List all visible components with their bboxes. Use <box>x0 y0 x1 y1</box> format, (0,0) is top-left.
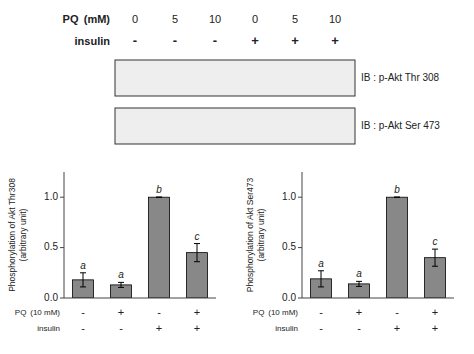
figure: PQ (mM) 0 5 10 0 5 10 insulin - - - + + + IB : p-Akt T… <box>0 0 474 354</box>
y-tick-label: 1.0 <box>44 191 58 202</box>
y-tick-label: 0.5 <box>282 241 296 252</box>
lane-label: 0 <box>252 13 258 25</box>
lane-label: - <box>133 33 137 48</box>
error-bar <box>356 281 362 286</box>
bars <box>311 197 446 298</box>
bar <box>149 197 170 298</box>
y-axis-label: Phosphorylation of Akt Thr308 <box>7 178 17 292</box>
lane-label: 5 <box>292 13 298 25</box>
category-label: - <box>81 306 85 318</box>
error-bar <box>432 249 438 266</box>
lane-label: 0 <box>132 13 138 25</box>
lane-label: - <box>173 33 177 48</box>
significance-letter: b <box>156 184 162 195</box>
x-axis <box>64 298 216 299</box>
category-label: + <box>194 306 200 318</box>
y-axis-label: Phosphorylation of Akt Ser473 <box>245 178 255 293</box>
x-row-label: PQ (10 mM) <box>15 308 60 317</box>
significance-letter: a <box>80 260 86 271</box>
bar-chart: 0.0 0.5 1.0 Phosphorylation of Akt Thr308(a… <box>7 172 216 334</box>
lane-label: + <box>291 33 299 48</box>
bar <box>349 284 370 298</box>
error-bar <box>394 197 400 198</box>
significance-letter: a <box>118 269 124 280</box>
category-label: + <box>194 322 200 334</box>
x-axis <box>302 298 454 299</box>
error-bar <box>194 244 200 262</box>
y-tick <box>298 298 302 299</box>
lane-label: - <box>213 33 217 48</box>
significance-letter: a <box>356 268 362 279</box>
category-label: + <box>432 306 438 318</box>
significance-letter: a <box>318 258 324 269</box>
y-tick <box>60 197 64 198</box>
category-label: - <box>81 322 85 334</box>
bar <box>387 197 408 298</box>
y-tick-label: 0.5 <box>44 241 58 252</box>
blot-label: IB : p-Akt Ser 473 <box>361 120 440 131</box>
category-label: - <box>357 322 361 334</box>
y-tick-label: 0.0 <box>44 292 58 303</box>
x-row-label: PQ (10 mM) <box>253 308 298 317</box>
y-axis <box>64 172 65 298</box>
category-label: - <box>119 322 123 334</box>
row-label: insulin <box>75 35 111 47</box>
category-label: + <box>156 322 162 334</box>
y-axis-label: (arbitrary unit) <box>256 208 266 261</box>
category-label: + <box>394 322 400 334</box>
category-label: + <box>356 306 362 318</box>
error-bar <box>118 282 124 287</box>
category-label: - <box>395 306 399 318</box>
x-row-label: insulin <box>37 324 60 333</box>
blot-box <box>115 108 355 144</box>
category-label: + <box>118 306 124 318</box>
background <box>0 0 474 354</box>
significance-letter: b <box>394 184 400 195</box>
lane-label: 10 <box>209 13 221 25</box>
row-label: PQ (mM) <box>63 13 111 25</box>
lane-label: + <box>331 33 339 48</box>
bar-chart: 0.0 0.5 1.0 Phosphorylation of Akt Ser473(a… <box>245 172 454 334</box>
y-tick <box>60 298 64 299</box>
y-axis <box>302 172 303 298</box>
error-bar <box>156 197 162 198</box>
category-label: + <box>432 322 438 334</box>
category-label: - <box>319 322 323 334</box>
category-label: - <box>157 306 161 318</box>
error-bar <box>80 273 86 287</box>
y-tick-label: 1.0 <box>282 191 296 202</box>
y-axis-label: (arbitrary unit) <box>18 208 28 261</box>
lane-label: 5 <box>172 13 178 25</box>
y-tick <box>298 197 302 198</box>
blot-panel: PQ (mM) 0 5 10 0 5 10 insulin - - - + + + IB : p-Akt T… <box>63 13 441 144</box>
lane-label: + <box>251 33 259 48</box>
lane-label: 10 <box>329 13 341 25</box>
bars <box>73 197 208 298</box>
significance-letter: c <box>433 236 438 247</box>
blot-label: IB : p-Akt Thr 308 <box>361 72 440 83</box>
blot-box <box>115 60 355 96</box>
significance-letter: c <box>195 231 200 242</box>
y-tick <box>60 247 64 248</box>
category-label: - <box>319 306 323 318</box>
error-bar <box>318 271 324 287</box>
x-row-label: insulin <box>275 324 298 333</box>
y-tick-label: 0.0 <box>282 292 296 303</box>
y-tick <box>298 247 302 248</box>
